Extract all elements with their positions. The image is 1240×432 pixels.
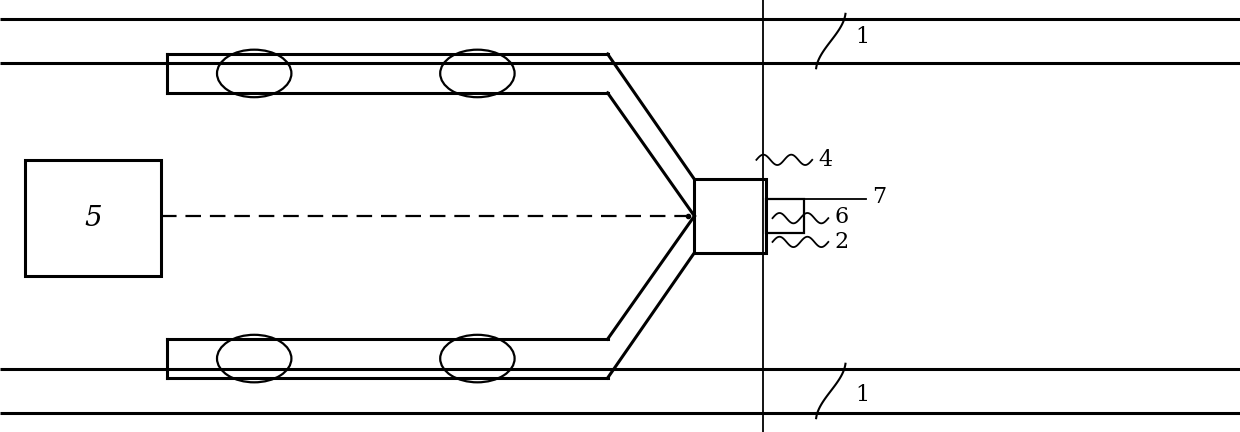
Bar bbox=[694, 179, 766, 253]
Text: 1: 1 bbox=[856, 384, 869, 406]
Bar bbox=[25, 160, 161, 276]
Text: 1: 1 bbox=[856, 26, 869, 48]
Bar bbox=[766, 199, 804, 233]
Text: 2: 2 bbox=[835, 231, 848, 253]
Text: 7: 7 bbox=[872, 186, 885, 207]
Text: 4: 4 bbox=[818, 149, 832, 171]
Text: 6: 6 bbox=[835, 206, 848, 228]
Text: 5: 5 bbox=[84, 205, 102, 232]
